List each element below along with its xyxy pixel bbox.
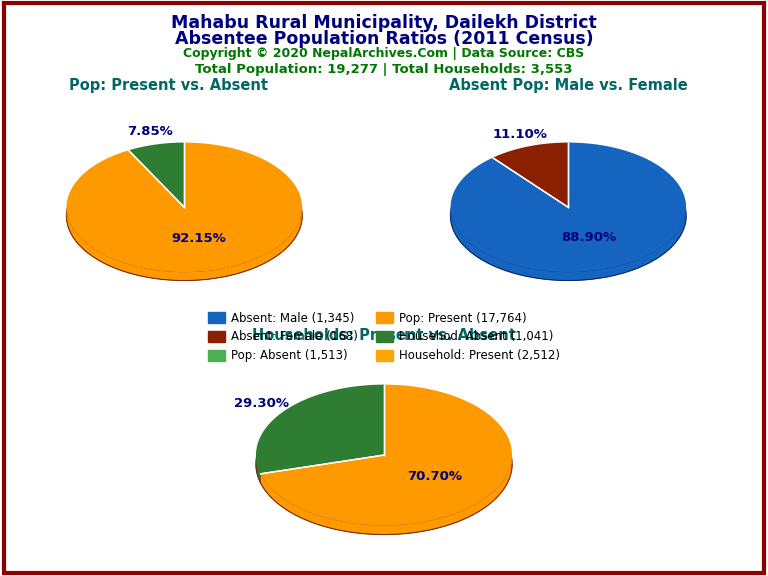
Polygon shape (451, 143, 686, 272)
Text: Total Population: 19,277 | Total Households: 3,553: Total Population: 19,277 | Total Househo… (195, 63, 573, 77)
Polygon shape (67, 208, 302, 281)
Text: 29.30%: 29.30% (234, 397, 290, 410)
Polygon shape (260, 455, 512, 535)
Polygon shape (451, 151, 686, 281)
Text: 92.15%: 92.15% (171, 232, 226, 245)
Polygon shape (128, 143, 184, 207)
Text: Pop: Present vs. Absent: Pop: Present vs. Absent (69, 78, 269, 93)
Legend: Absent: Male (1,345), Absent: Female (168), Pop: Absent (1,513), Pop: Present (1: Absent: Male (1,345), Absent: Female (16… (203, 307, 565, 367)
Polygon shape (128, 151, 184, 215)
Polygon shape (260, 393, 512, 535)
Text: Mahabu Rural Municipality, Dailekh District: Mahabu Rural Municipality, Dailekh Distr… (171, 14, 597, 32)
Text: 88.90%: 88.90% (561, 232, 616, 244)
Polygon shape (256, 385, 384, 474)
Polygon shape (67, 151, 302, 281)
Text: Households: Present vs. Absent: Households: Present vs. Absent (252, 328, 516, 343)
Polygon shape (493, 143, 568, 207)
Text: 11.10%: 11.10% (492, 128, 548, 141)
Polygon shape (493, 151, 568, 215)
Polygon shape (256, 393, 384, 483)
Text: 7.85%: 7.85% (127, 126, 173, 138)
Polygon shape (256, 456, 260, 483)
Polygon shape (451, 208, 686, 281)
Text: Copyright © 2020 NepalArchives.Com | Data Source: CBS: Copyright © 2020 NepalArchives.Com | Dat… (184, 47, 584, 60)
Text: 70.70%: 70.70% (408, 470, 462, 483)
Text: Absent Pop: Male vs. Female: Absent Pop: Male vs. Female (449, 78, 687, 93)
Polygon shape (67, 143, 302, 272)
Polygon shape (260, 385, 512, 525)
Text: Absentee Population Ratios (2011 Census): Absentee Population Ratios (2011 Census) (174, 30, 594, 48)
